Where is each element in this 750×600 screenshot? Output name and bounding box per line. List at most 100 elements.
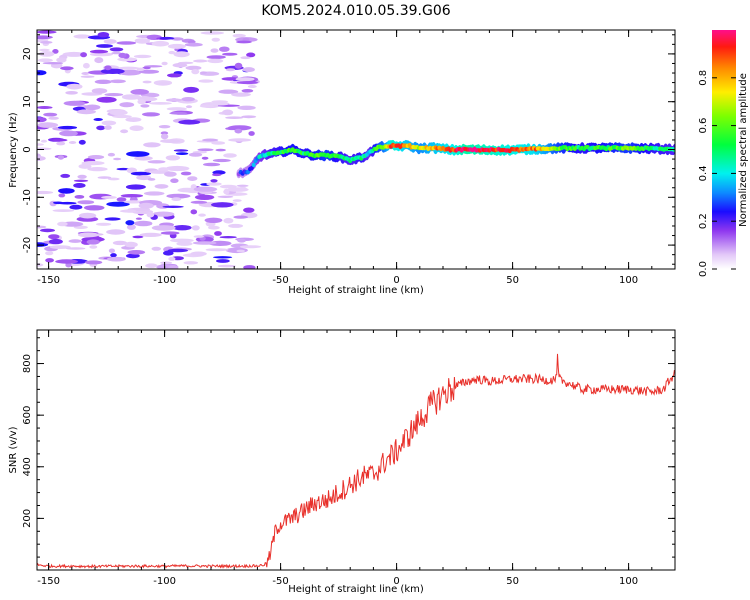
noise-cell (107, 177, 120, 181)
noise-cell (237, 238, 247, 243)
snr-x-axis-label: Height of straight line (km) (288, 584, 424, 595)
noise-cell (158, 82, 170, 85)
noise-cell (43, 112, 58, 117)
noise-cell (234, 128, 243, 134)
noise-cell (58, 193, 66, 198)
noise-cell (121, 94, 141, 100)
x-tick-label: 50 (506, 576, 519, 587)
noise-cell (37, 155, 46, 161)
noise-cell (134, 156, 153, 161)
noise-cell (223, 188, 230, 195)
noise-cell (240, 56, 251, 60)
noise-cell (219, 236, 237, 239)
noise-cell (84, 260, 103, 265)
noise-cell (65, 247, 86, 250)
noise-cell (120, 194, 144, 198)
noise-cell (151, 225, 176, 231)
noise-cell (40, 41, 53, 44)
noise-cell (109, 47, 124, 52)
noise-cell (241, 89, 254, 93)
noise-cell (49, 245, 71, 250)
snr-y-ticks: 200 400 600 800 (22, 337, 675, 558)
noise-cell (118, 52, 127, 59)
noise-cell (142, 112, 160, 117)
noise-cell (228, 223, 244, 228)
noise-cell (139, 232, 162, 237)
noise-cell (87, 167, 108, 172)
x-tick-label: 0 (393, 275, 399, 286)
noise-cell (48, 116, 59, 120)
noise-cell (104, 125, 112, 130)
noise-cell (192, 241, 217, 245)
noise-cell (185, 65, 202, 71)
x-tick-label: 100 (619, 275, 638, 286)
noise-cell (222, 52, 238, 56)
noise-cell (136, 67, 145, 72)
noise-cell (238, 186, 247, 192)
noise-cell (193, 235, 204, 238)
noise-cell (93, 118, 103, 121)
x-tick-label: -150 (37, 576, 60, 587)
noise-cell (101, 120, 117, 126)
noise-cell (221, 77, 241, 81)
noise-cell (87, 155, 105, 160)
spectrogram-y-axis-label: Frequency (Hz) (8, 112, 19, 188)
x-tick-label: -150 (37, 275, 60, 286)
noise-cell (194, 194, 215, 200)
colorbar-tick-label: 0.0 (698, 261, 709, 277)
noise-cell (104, 217, 121, 221)
noise-cell (116, 41, 137, 45)
noise-cell (132, 235, 144, 239)
noise-cell (241, 115, 257, 119)
noise-cell (197, 148, 214, 152)
noise-cell (207, 58, 224, 64)
noise-cell (190, 200, 208, 204)
noise-cell (104, 65, 112, 71)
noise-cell (145, 263, 158, 269)
noise-cell (191, 69, 200, 75)
noise-cell (146, 211, 155, 218)
noise-cell (206, 182, 222, 186)
noise-cell (185, 105, 193, 109)
noise-cell (200, 31, 225, 35)
noise-cell (193, 59, 208, 63)
noise-cell (89, 49, 109, 54)
noise-cell (165, 165, 190, 172)
noise-cell (175, 152, 189, 156)
snr-frame (36, 329, 676, 571)
noise-cell (246, 52, 256, 58)
noise-cell (236, 40, 252, 44)
spectrogram-x-axis-label: Height of straight line (km) (288, 285, 424, 296)
colorbar: 0.0 0.2 0.4 0.6 0.8 Normalized spectral ampl… (698, 30, 749, 277)
spectrogram-x-ticks: -150 -100 -50 0 50 100 (37, 30, 676, 286)
noise-cell (147, 160, 166, 164)
noise-cell (147, 178, 156, 181)
noise-cell (117, 66, 140, 70)
noise-cell (39, 51, 55, 57)
noise-cell (110, 253, 117, 258)
noise-cell (89, 52, 113, 57)
noise-cell (80, 52, 87, 58)
noise-cell (187, 176, 198, 182)
snr-y-axis-label: SNR (v/v) (8, 426, 19, 473)
noise-cell (247, 85, 257, 88)
y-tick-label: -10 (22, 189, 33, 205)
noise-cell (165, 98, 183, 102)
noise-cell (204, 217, 223, 223)
noise-cell (167, 73, 182, 78)
noise-cell (48, 238, 63, 245)
noise-cell (233, 215, 248, 219)
noise-cell (136, 175, 152, 181)
noise-cell (103, 39, 117, 44)
ridge-core-cell (251, 162, 256, 168)
noise-cell (45, 251, 54, 256)
noise-cell (236, 249, 245, 253)
noise-cell (125, 184, 146, 190)
spectrogram-y-ticks: -20 -10 0 10 20 (22, 34, 675, 265)
noise-cell (167, 248, 188, 253)
noise-cell (165, 155, 181, 161)
noise-cell (203, 162, 221, 167)
noise-cell (171, 197, 182, 202)
noise-cell (239, 245, 262, 249)
noise-cell (219, 46, 230, 52)
